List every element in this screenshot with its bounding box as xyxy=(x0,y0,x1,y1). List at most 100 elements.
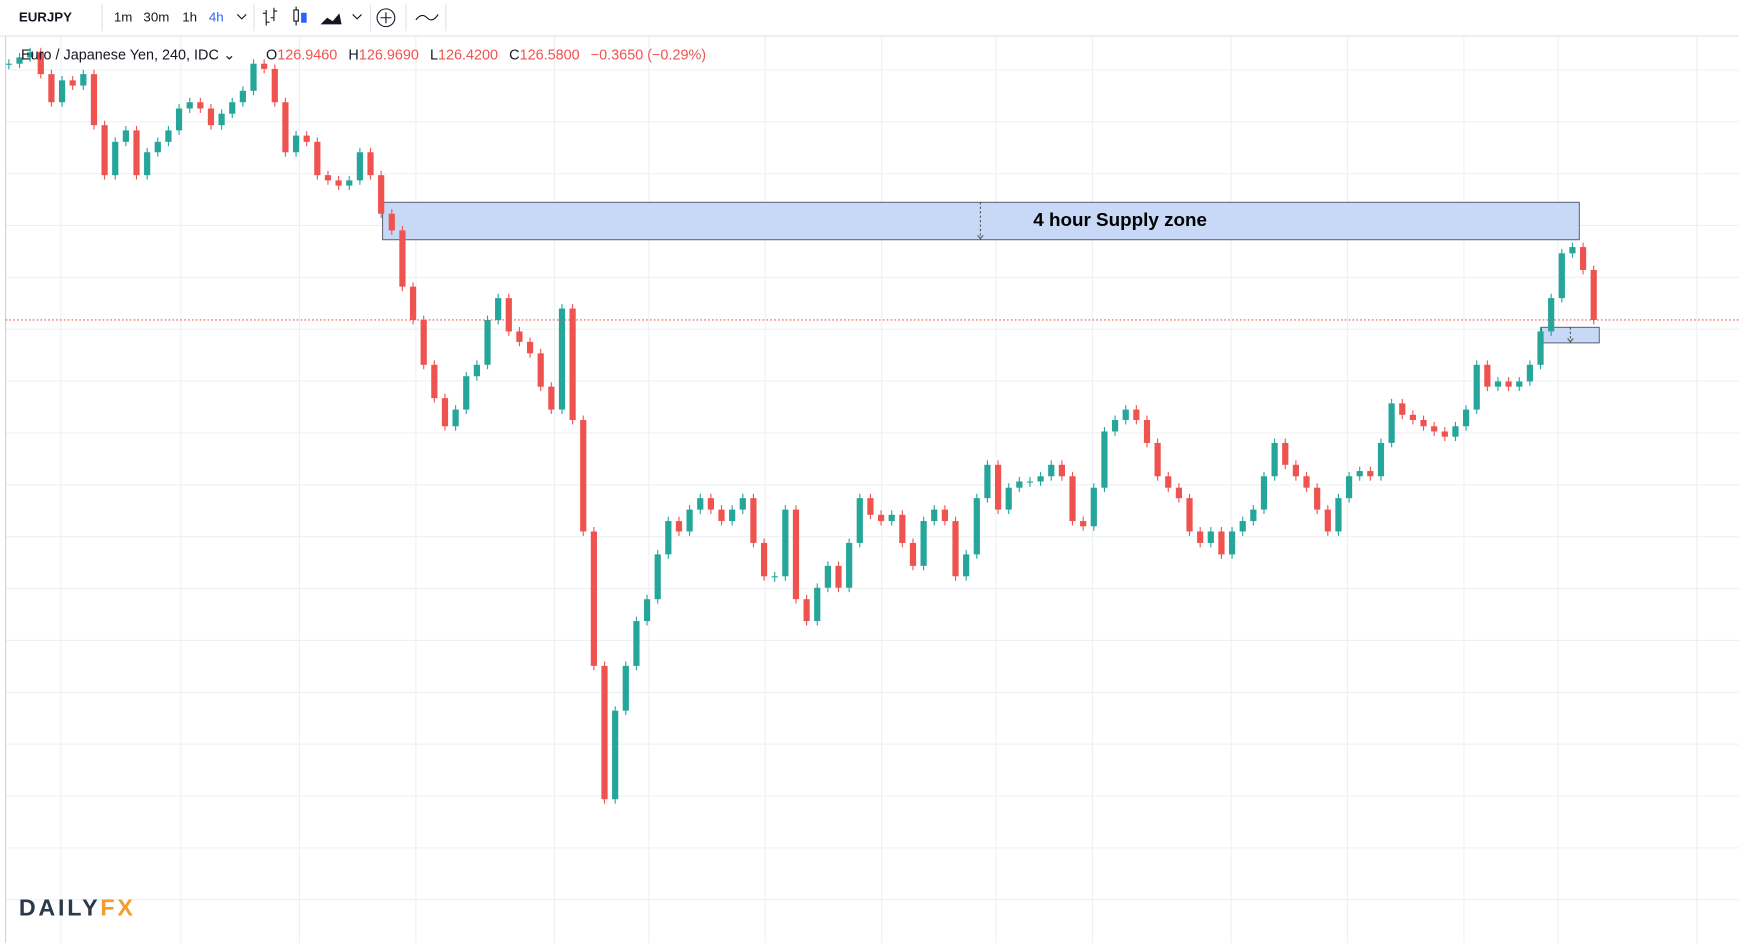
candle-body xyxy=(920,521,927,566)
interval-button[interactable]: 4h xyxy=(209,9,224,24)
indicators-button[interactable] xyxy=(376,8,396,28)
candle-body xyxy=(909,542,917,566)
candle-body xyxy=(1579,247,1587,270)
candle-body xyxy=(1335,498,1342,532)
interval-dropdown[interactable] xyxy=(236,14,247,20)
candle-body xyxy=(175,108,183,131)
candle-body xyxy=(569,308,576,421)
candle-body xyxy=(58,80,66,103)
ohlc-key: C xyxy=(509,47,519,63)
candle-body xyxy=(314,141,321,176)
change: −0.3650 (−0.29%) xyxy=(591,47,706,63)
candle-body xyxy=(1537,331,1544,365)
candle-body xyxy=(963,554,970,577)
candle-body xyxy=(952,521,959,577)
candle-body xyxy=(686,509,693,532)
candle-body xyxy=(48,74,55,103)
candle-body xyxy=(792,509,800,600)
candle-body xyxy=(356,152,363,181)
candle-body xyxy=(197,102,204,109)
candle-body xyxy=(994,464,1002,510)
candle-body xyxy=(537,353,544,387)
candle-body xyxy=(1484,364,1491,387)
logo-right: FX xyxy=(100,895,135,921)
candle-body xyxy=(1111,420,1119,432)
candle-body xyxy=(1292,464,1299,477)
candle-body xyxy=(1431,426,1438,432)
candle-body xyxy=(1228,531,1236,555)
candle-body xyxy=(729,509,736,522)
candle-body xyxy=(1122,409,1129,421)
instrument-name[interactable]: Euro / Japanese Yen, 240, IDC xyxy=(21,47,219,63)
candle-body xyxy=(1367,471,1374,477)
candle-body xyxy=(580,420,587,532)
candle-body xyxy=(303,135,310,142)
interval-button[interactable]: 30m xyxy=(143,9,169,24)
candle-body xyxy=(1048,464,1055,477)
candle-body xyxy=(133,130,140,176)
candle-body xyxy=(654,554,661,600)
ohlc-value: 126.4200 xyxy=(438,47,498,63)
candle-body xyxy=(229,102,236,114)
candle-body xyxy=(505,298,512,332)
candle-body xyxy=(378,175,385,214)
bar-type-icon[interactable] xyxy=(262,6,307,26)
zones: 4 hour Supply zone xyxy=(382,201,1600,344)
candle-body xyxy=(431,364,438,399)
zone-label: 4 hour Supply zone xyxy=(1033,209,1207,230)
candle-body xyxy=(218,113,225,126)
legend-dropdown[interactable]: ⌄ xyxy=(223,47,235,63)
candle-body xyxy=(1101,431,1108,488)
candle-body xyxy=(665,521,672,555)
area-icon[interactable] xyxy=(320,13,342,25)
candle-body xyxy=(846,542,853,588)
candle-body xyxy=(452,409,459,427)
candle-body xyxy=(1558,253,1565,299)
candle-body xyxy=(867,498,874,515)
candle-body xyxy=(1569,247,1576,254)
candle-body xyxy=(165,130,172,142)
candle-body xyxy=(463,376,470,410)
candle-body xyxy=(931,509,938,522)
candle-body xyxy=(90,74,98,126)
candle-body xyxy=(739,498,746,510)
candle-body xyxy=(250,63,257,91)
candle-body xyxy=(558,308,566,410)
candle-body xyxy=(239,90,246,103)
candle-body xyxy=(941,509,948,522)
candle-body xyxy=(1260,476,1268,510)
compare-icon[interactable] xyxy=(415,14,439,21)
candle-body xyxy=(675,521,683,532)
candle-body xyxy=(5,63,12,65)
candle-body xyxy=(1175,487,1182,499)
candle-body xyxy=(856,498,863,543)
interval-button[interactable]: 1m xyxy=(114,9,132,24)
candle-body xyxy=(612,710,619,800)
symbol[interactable]: EURJPY xyxy=(19,9,72,24)
candle-body xyxy=(1324,509,1331,532)
candle-body xyxy=(1016,481,1023,488)
candle-body xyxy=(1526,364,1533,382)
candle-body xyxy=(1037,476,1044,482)
candle-body xyxy=(1452,426,1459,437)
candle-body xyxy=(1197,531,1204,543)
candle-body xyxy=(526,341,534,354)
candle-body xyxy=(1441,431,1448,437)
candle-body xyxy=(888,514,895,522)
candle-body xyxy=(282,102,289,153)
candle-body xyxy=(548,386,555,410)
candle-body xyxy=(473,364,480,377)
candle-body xyxy=(516,331,523,342)
candle-body xyxy=(1505,381,1512,387)
candle-body xyxy=(824,565,831,588)
candle-body xyxy=(37,52,44,75)
interval-button[interactable]: 1h xyxy=(182,9,197,24)
chart-type-dropdown[interactable] xyxy=(352,14,362,20)
candle-body xyxy=(1058,464,1065,477)
candle-body xyxy=(973,498,980,555)
candle-body xyxy=(1133,409,1140,421)
candle-body xyxy=(1207,531,1214,543)
candle-body xyxy=(771,576,778,578)
